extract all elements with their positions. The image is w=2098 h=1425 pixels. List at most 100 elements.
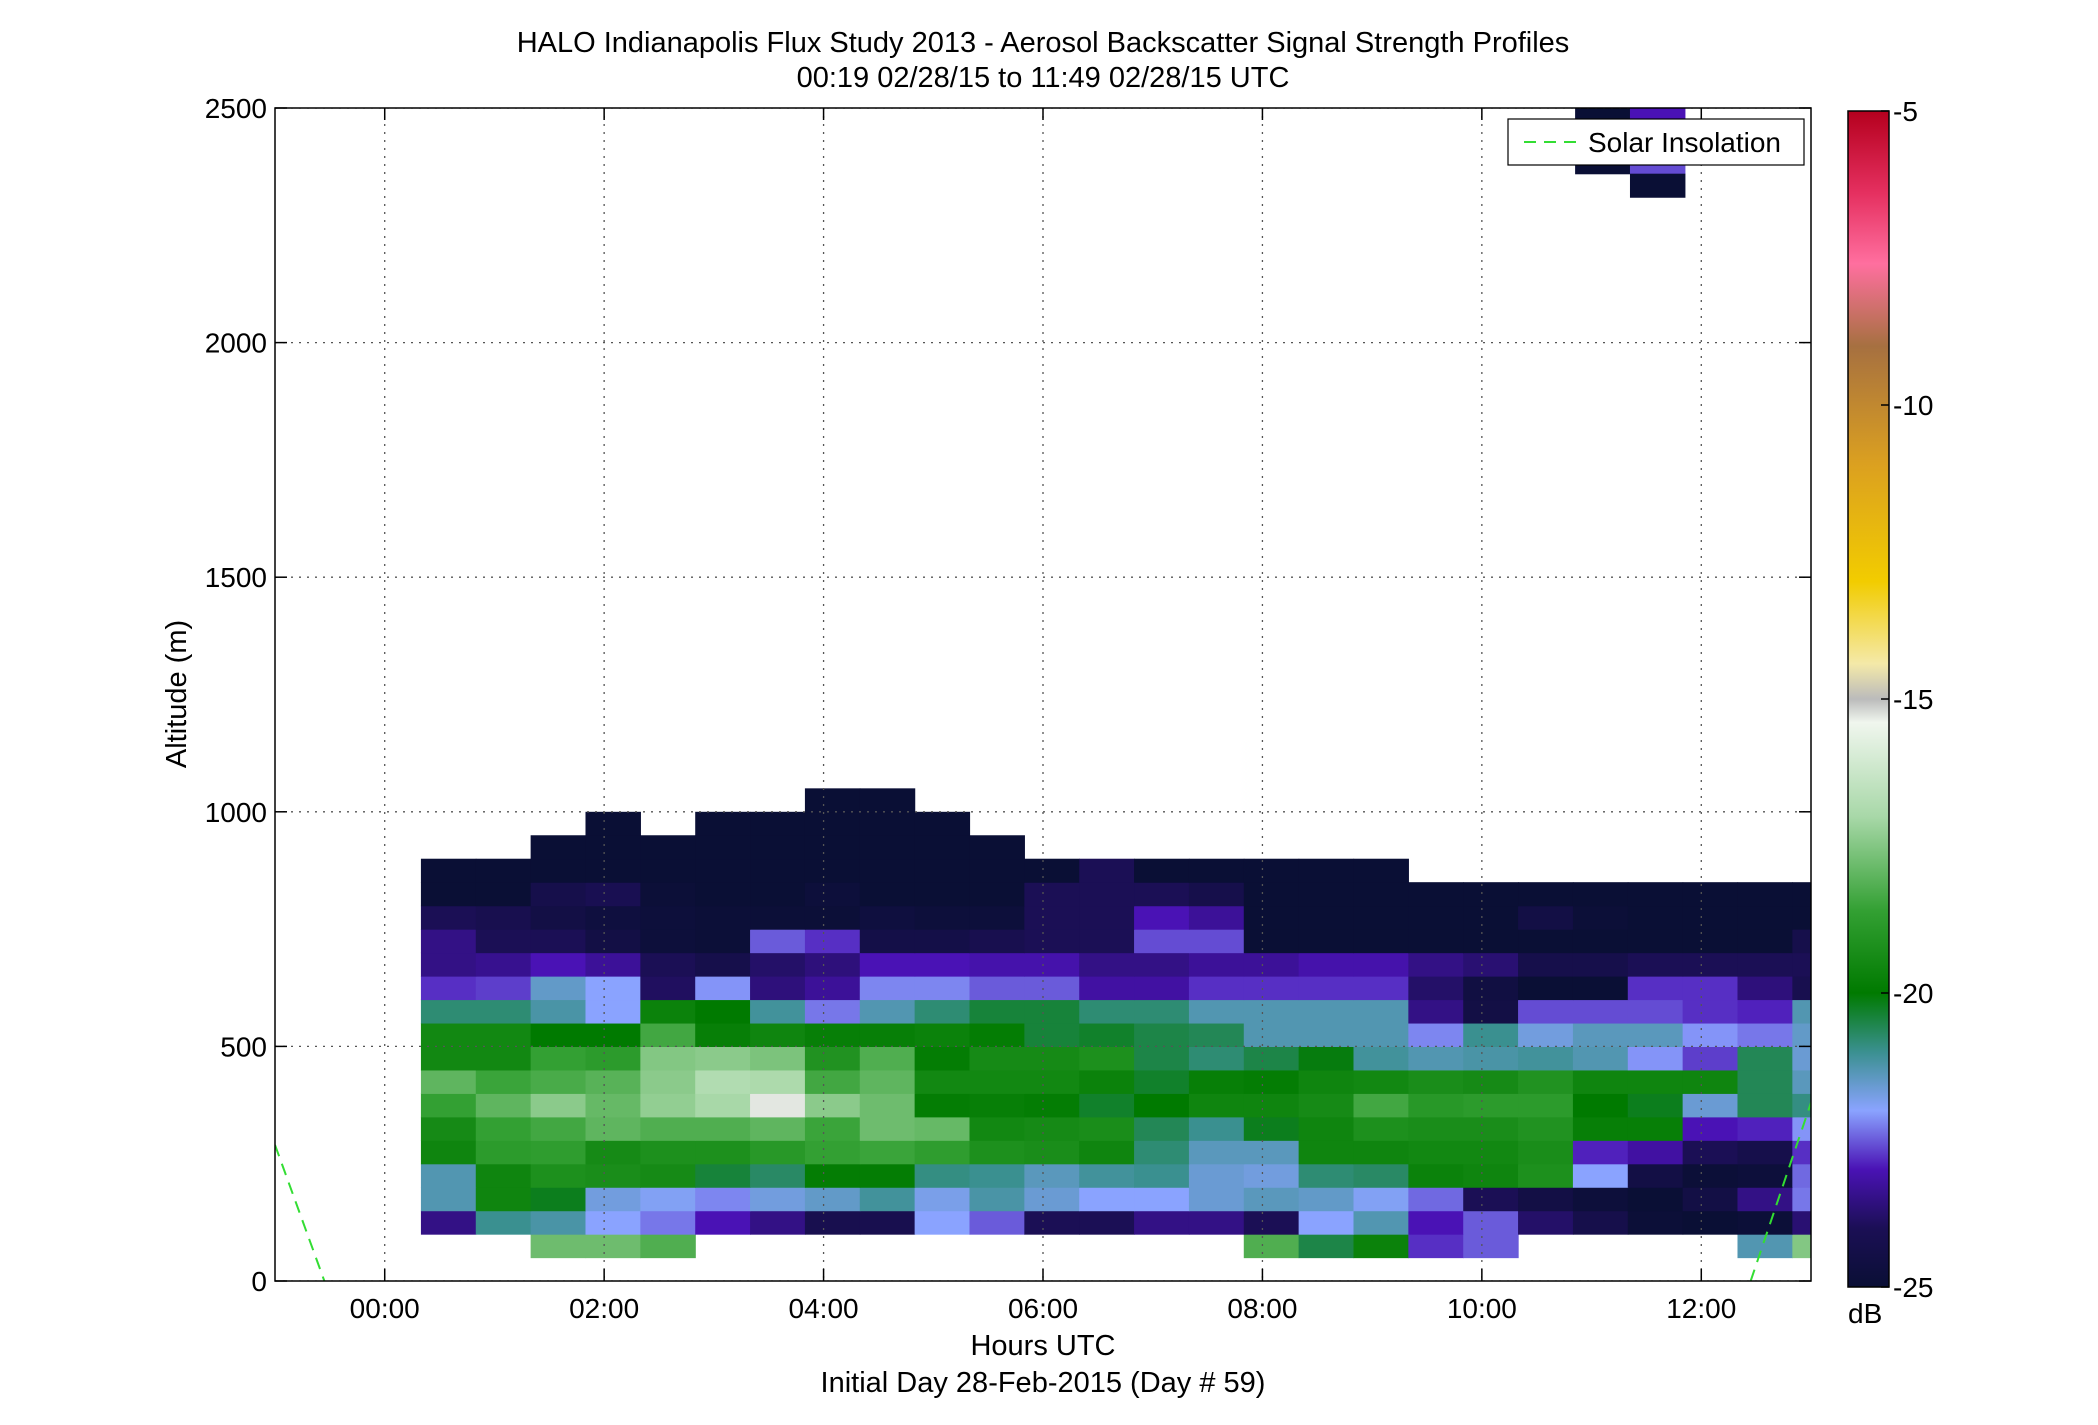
heatmap-cell bbox=[750, 976, 806, 1001]
heatmap-cell bbox=[1463, 1046, 1519, 1071]
y-tick-label: 2500 bbox=[205, 93, 267, 124]
heatmap-cell bbox=[1572, 882, 1629, 907]
heatmap-cell bbox=[695, 1210, 751, 1235]
heatmap-cell bbox=[804, 1093, 861, 1118]
heatmap-cell bbox=[804, 976, 861, 1001]
heatmap-cell bbox=[1079, 1022, 1135, 1047]
heatmap-cell bbox=[804, 905, 861, 930]
heatmap-cell bbox=[1243, 1140, 1300, 1165]
heatmap-cell bbox=[1463, 1210, 1519, 1235]
heatmap-cell bbox=[640, 1234, 696, 1259]
heatmap-cell bbox=[475, 1163, 532, 1188]
heatmap-cell bbox=[1572, 1116, 1629, 1141]
heatmap-cell bbox=[530, 1163, 587, 1188]
colorbar-tick-label: -20 bbox=[1893, 978, 1933, 1009]
grid-lines bbox=[275, 108, 1811, 1281]
heatmap-cell bbox=[1298, 1163, 1355, 1188]
heatmap-cell bbox=[1518, 1046, 1574, 1071]
heatmap-cell bbox=[914, 1210, 971, 1235]
heatmap-cell bbox=[1243, 882, 1300, 907]
heatmap-cell bbox=[1079, 1093, 1135, 1118]
heatmap-cell bbox=[1737, 1022, 1793, 1047]
heatmap-cell bbox=[1353, 1163, 1409, 1188]
heatmap-cell bbox=[1572, 1093, 1629, 1118]
y-axis-ticks: 0 500 1000 1500 2000 2500 bbox=[205, 93, 1811, 1297]
heatmap-cell bbox=[804, 811, 861, 836]
heatmap-cell bbox=[420, 1069, 477, 1094]
heatmap-cell bbox=[969, 905, 1025, 930]
heatmap-cell bbox=[1463, 999, 1519, 1024]
heatmap-cell bbox=[1024, 905, 1080, 930]
heatmap-cell bbox=[969, 1116, 1025, 1141]
heatmap-cell bbox=[1737, 999, 1793, 1024]
heatmap-cell bbox=[1792, 1210, 1811, 1235]
heatmap-cell bbox=[1134, 976, 1190, 1001]
heatmap-cell bbox=[1627, 1187, 1684, 1212]
heatmap-cell bbox=[1079, 1163, 1135, 1188]
heatmap-cell bbox=[1682, 1116, 1739, 1141]
heatmap-cell bbox=[804, 788, 861, 813]
heatmap-cell bbox=[1627, 905, 1684, 930]
y-tick-label: 1000 bbox=[205, 797, 267, 828]
heatmap-cell bbox=[585, 976, 641, 1001]
heatmap-cell bbox=[859, 1187, 916, 1212]
heatmap-cell bbox=[1188, 1140, 1245, 1165]
heatmap-cell bbox=[1518, 929, 1574, 954]
heatmap-cell bbox=[475, 929, 532, 954]
heatmap-cell bbox=[1298, 1022, 1355, 1047]
colorbar-tick-label: -10 bbox=[1893, 390, 1933, 421]
heatmap-cell bbox=[1737, 952, 1793, 977]
heatmap-cell bbox=[1024, 999, 1080, 1024]
heatmap-cell bbox=[969, 882, 1025, 907]
heatmap-cell bbox=[804, 952, 861, 977]
heatmap-cell bbox=[1518, 1022, 1574, 1047]
heatmap-cell bbox=[1463, 929, 1519, 954]
heatmap-cell bbox=[530, 1210, 587, 1235]
heatmap-cell bbox=[804, 999, 861, 1024]
heatmap-cell bbox=[1298, 1140, 1355, 1165]
heatmap-cell bbox=[1188, 1116, 1245, 1141]
x-axis-sublabel: Initial Day 28-Feb-2015 (Day # 59) bbox=[821, 1367, 1266, 1399]
heatmap-cell bbox=[1353, 1116, 1409, 1141]
heatmap-cell bbox=[750, 1163, 806, 1188]
heatmap-cell bbox=[1408, 1093, 1464, 1118]
heatmap-cell bbox=[475, 1210, 532, 1235]
heatmap-cell bbox=[804, 858, 861, 883]
heatmap-cell bbox=[1243, 999, 1300, 1024]
heatmap-cell bbox=[1353, 1140, 1409, 1165]
heatmap-cell bbox=[1518, 1069, 1574, 1094]
heatmap-cell bbox=[859, 1210, 916, 1235]
heatmap-cell bbox=[1792, 952, 1811, 977]
heatmap-cell bbox=[1408, 1069, 1464, 1094]
heatmap-cell bbox=[640, 1116, 696, 1141]
heatmap-cell bbox=[1079, 952, 1135, 977]
heatmap-cell bbox=[1792, 929, 1811, 954]
heatmap-cell bbox=[859, 1093, 916, 1118]
heatmap-cell bbox=[1682, 882, 1739, 907]
heatmap-cell bbox=[804, 1187, 861, 1212]
x-tick-label: 02:00 bbox=[569, 1293, 639, 1324]
heatmap-cell bbox=[1408, 999, 1464, 1024]
colorbar-ticks: -5 -10 -15 -20 -25 bbox=[1881, 96, 1933, 1303]
heatmap-cell bbox=[1518, 976, 1574, 1001]
heatmap-cell bbox=[1243, 1093, 1300, 1118]
heatmap-cell bbox=[640, 1046, 696, 1071]
heatmap-cell bbox=[750, 1140, 806, 1165]
x-tick-label: 08:00 bbox=[1227, 1293, 1297, 1324]
heatmap-cell bbox=[1298, 952, 1355, 977]
heatmap-cell bbox=[914, 1163, 971, 1188]
heatmap-cell bbox=[859, 905, 916, 930]
heatmap-cell bbox=[1024, 976, 1080, 1001]
heatmap-cell bbox=[859, 788, 916, 813]
heatmap-cell bbox=[1134, 858, 1190, 883]
heatmap-cell bbox=[1572, 1140, 1629, 1165]
heatmap-cell bbox=[1243, 1022, 1300, 1047]
heatmap-cell bbox=[420, 1140, 477, 1165]
heatmap-cell bbox=[1188, 1069, 1245, 1094]
x-tick-label: 06:00 bbox=[1008, 1293, 1078, 1324]
heatmap-cell bbox=[1408, 882, 1464, 907]
heatmap-cell bbox=[1134, 1022, 1190, 1047]
heatmap-cell bbox=[585, 1069, 641, 1094]
heatmap-cell bbox=[1737, 1116, 1793, 1141]
